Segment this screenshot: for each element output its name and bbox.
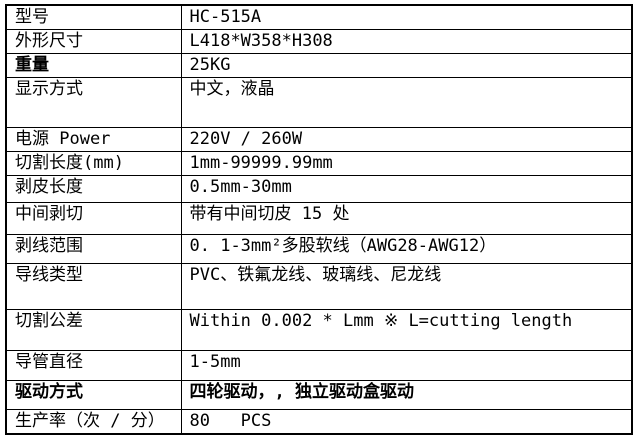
spec-label: 生产率（次 / 分） <box>5 408 182 435</box>
spec-label: 导管直径 <box>5 349 182 381</box>
spec-label: 切割长度(mm) <box>5 150 182 176</box>
table-row: 外形尺寸 L418*W358*H308 <box>5 28 633 54</box>
spec-value: 1-5mm <box>180 349 633 381</box>
spec-label: 剥皮长度 <box>5 174 182 203</box>
spec-value: L418*W358*H308 <box>180 28 633 54</box>
spec-label: 型号 <box>5 4 182 30</box>
table-row: 剥皮长度 0.5mm-30mm <box>5 174 633 203</box>
spec-value: 220V / 260W <box>180 126 633 152</box>
spec-value: Within 0.002 * Lmm ※ L=cutting length <box>180 308 633 351</box>
spec-label: 导线类型 <box>5 262 182 310</box>
spec-sheet: 型号 HC-515A 外形尺寸 L418*W358*H308 重量 25KG 显… <box>5 4 633 435</box>
table-row: 电源 Power 220V / 260W <box>5 126 633 152</box>
table-row: 驱动方式 四轮驱动，, 独立驱动盒驱动 <box>5 379 633 410</box>
spec-value: 80 PCS <box>180 408 633 435</box>
table-row: 重量 25KG <box>5 52 633 78</box>
table-row: 剥线范围 0. 1-3mm²多股软线（AWG28-AWG12） <box>5 233 633 264</box>
spec-value: 0.5mm-30mm <box>180 174 633 203</box>
spec-label: 中间剥切 <box>5 201 182 235</box>
spec-value: 1mm-99999.99mm <box>180 150 633 176</box>
spec-label: 电源 Power <box>5 126 182 152</box>
spec-value: 25KG <box>180 52 633 78</box>
spec-value: 四轮驱动，, 独立驱动盒驱动 <box>180 379 633 410</box>
table-row: 生产率（次 / 分） 80 PCS <box>5 408 633 435</box>
table-row: 中间剥切 带有中间切皮 15 处 <box>5 201 633 235</box>
spec-label: 重量 <box>5 52 182 78</box>
table-row: 显示方式 中文，液晶 <box>5 76 633 128</box>
spec-label: 显示方式 <box>5 76 182 128</box>
spec-table-body: 型号 HC-515A 外形尺寸 L418*W358*H308 重量 25KG 显… <box>5 4 633 435</box>
table-row: 切割长度(mm) 1mm-99999.99mm <box>5 150 633 176</box>
spec-value: HC-515A <box>180 4 633 30</box>
spec-label: 驱动方式 <box>5 379 182 410</box>
spec-value: 0. 1-3mm²多股软线（AWG28-AWG12） <box>180 233 633 264</box>
spec-value: PVC、铁氟龙线、玻璃线、尼龙线 <box>180 262 633 310</box>
spec-label: 剥线范围 <box>5 233 182 264</box>
spec-value: 中文，液晶 <box>180 76 633 128</box>
table-row: 导线类型 PVC、铁氟龙线、玻璃线、尼龙线 <box>5 262 633 310</box>
spec-label: 切割公差 <box>5 308 182 351</box>
spec-label: 外形尺寸 <box>5 28 182 54</box>
spec-table: 型号 HC-515A 外形尺寸 L418*W358*H308 重量 25KG 显… <box>5 4 633 435</box>
spec-value: 带有中间切皮 15 处 <box>180 201 633 235</box>
table-row: 型号 HC-515A <box>5 4 633 30</box>
table-row: 切割公差 Within 0.002 * Lmm ※ L=cutting leng… <box>5 308 633 351</box>
table-row: 导管直径 1-5mm <box>5 349 633 381</box>
